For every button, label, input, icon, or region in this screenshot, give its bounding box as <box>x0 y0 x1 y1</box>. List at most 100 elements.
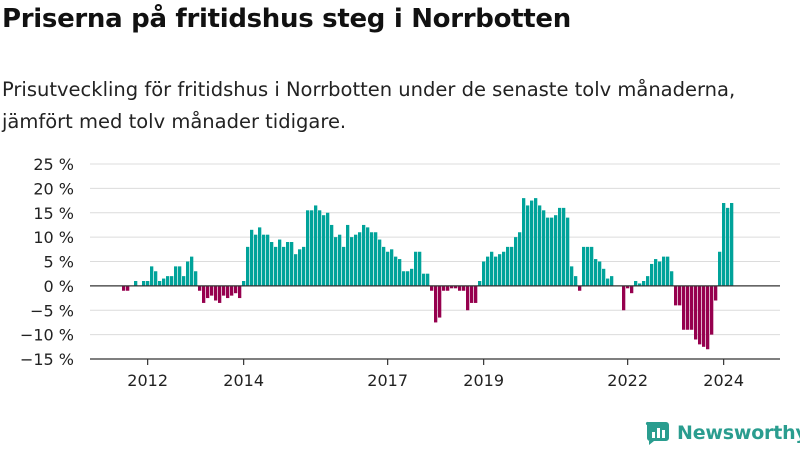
bar <box>470 285 474 303</box>
bar <box>134 281 138 286</box>
bar <box>282 246 286 286</box>
y-tick-label: −5 % <box>30 301 74 320</box>
bar <box>154 271 158 286</box>
bar <box>230 285 234 296</box>
bar <box>638 283 642 286</box>
bar <box>642 281 646 286</box>
x-tick-label: 2017 <box>367 371 408 390</box>
bar <box>610 276 614 286</box>
bar <box>646 276 650 286</box>
bar <box>526 205 530 286</box>
bar <box>370 232 374 286</box>
bar <box>698 285 702 345</box>
bar <box>210 285 214 296</box>
chart-subtitle: Prisutveckling för fritidshus i Norrbott… <box>2 78 736 133</box>
bar <box>434 285 438 323</box>
bar <box>606 278 610 286</box>
bar-series <box>122 198 734 350</box>
bar <box>274 246 278 286</box>
bar <box>722 203 726 286</box>
bar <box>542 210 546 286</box>
bar <box>398 259 402 286</box>
bar <box>342 246 346 286</box>
bar <box>442 285 446 291</box>
x-tick-label: 2012 <box>127 371 168 390</box>
brand-logo: Newsworthy <box>645 420 800 446</box>
bar <box>598 261 602 286</box>
bar <box>162 278 166 286</box>
bar <box>414 251 418 286</box>
bar <box>478 281 482 286</box>
bar <box>190 256 194 286</box>
bar <box>234 285 238 294</box>
bar <box>354 234 358 286</box>
bar <box>686 285 690 330</box>
bar <box>426 273 430 286</box>
y-tick-label: 10 % <box>33 228 74 247</box>
bar <box>182 276 186 286</box>
bar <box>186 261 190 286</box>
bar <box>522 198 526 286</box>
bar <box>498 254 502 286</box>
bar <box>690 285 694 330</box>
bar <box>550 217 554 286</box>
bar <box>486 256 490 286</box>
annotation-layer: 17 % <box>728 0 769 4</box>
bar <box>546 217 550 286</box>
bar <box>158 281 162 286</box>
bar <box>194 271 198 286</box>
bar <box>454 285 458 289</box>
bar <box>286 242 290 286</box>
bar <box>634 281 638 286</box>
bar <box>178 266 182 286</box>
bar <box>554 215 558 286</box>
bar <box>406 271 410 286</box>
bar <box>538 205 542 286</box>
bar <box>306 210 310 286</box>
bar <box>402 271 406 286</box>
bar <box>206 285 210 299</box>
bar <box>710 285 714 335</box>
y-tick-label: 0 % <box>44 277 74 296</box>
bar <box>682 285 686 330</box>
bar <box>730 203 734 286</box>
bar <box>506 246 510 286</box>
y-tick-label: −15 % <box>20 350 74 369</box>
bar <box>294 254 298 286</box>
x-tick-label: 2019 <box>463 371 504 390</box>
bar <box>494 256 498 286</box>
bar <box>662 256 666 286</box>
bar <box>330 224 334 286</box>
bar <box>482 261 486 286</box>
bar <box>566 217 570 286</box>
bar <box>266 234 270 286</box>
bar <box>226 285 230 299</box>
bar <box>626 285 630 289</box>
bar <box>514 237 518 286</box>
bar <box>530 200 534 286</box>
x-axis: 2012 2014 2017 2019 2022 2024 <box>90 358 780 390</box>
bar <box>630 285 634 294</box>
bar <box>150 266 154 286</box>
bar <box>314 205 318 286</box>
bar <box>674 285 678 306</box>
bar <box>446 285 450 291</box>
newsworthy-logo-icon <box>645 421 669 445</box>
bar <box>418 251 422 286</box>
bar <box>218 285 222 303</box>
bar <box>170 276 174 286</box>
bar <box>202 285 206 303</box>
data-label-latest: 17 % <box>728 0 769 4</box>
bar <box>586 246 590 286</box>
bar <box>422 273 426 286</box>
bar <box>462 285 466 291</box>
bar <box>594 259 598 286</box>
bar <box>358 232 362 286</box>
bar <box>366 227 370 286</box>
bar <box>410 268 414 286</box>
bar <box>670 271 674 286</box>
bar <box>622 285 626 311</box>
bar <box>590 246 594 286</box>
bar <box>726 207 730 286</box>
